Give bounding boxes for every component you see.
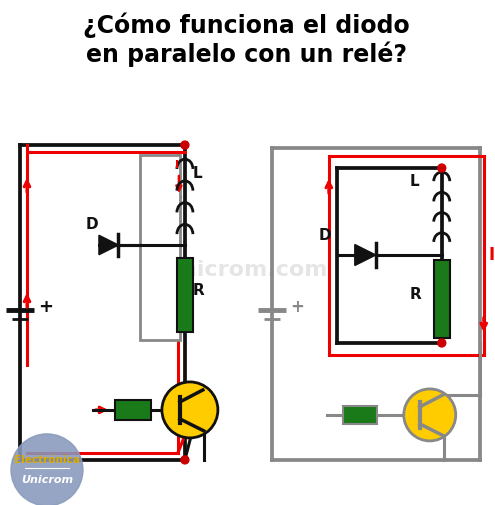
Text: I: I (489, 246, 495, 264)
Text: D: D (86, 217, 99, 232)
Text: unicrom.com: unicrom.com (166, 260, 328, 280)
Text: L: L (410, 174, 419, 189)
Bar (140, 155, 180, 340)
Bar (343, 406, 377, 424)
Circle shape (11, 434, 83, 505)
Bar (115, 400, 151, 420)
Polygon shape (99, 235, 118, 255)
Polygon shape (355, 244, 376, 266)
Circle shape (404, 389, 456, 441)
Circle shape (181, 456, 189, 464)
Text: ¿Cómo funciona el diodo
en paralelo con un relé?: ¿Cómo funciona el diodo en paralelo con … (84, 12, 410, 67)
Text: Electrónica: Electrónica (14, 455, 80, 465)
Bar (177, 258, 193, 332)
Text: R: R (193, 283, 204, 298)
Text: +: + (38, 298, 53, 316)
Bar (434, 260, 450, 338)
Text: +: + (290, 298, 304, 316)
Circle shape (438, 339, 446, 347)
Circle shape (181, 141, 189, 149)
Text: R: R (410, 287, 422, 302)
Circle shape (438, 164, 446, 172)
Circle shape (162, 382, 218, 438)
Text: I: I (175, 160, 179, 170)
Text: D: D (319, 228, 332, 243)
Text: Unicrom: Unicrom (21, 475, 73, 485)
Text: L: L (193, 166, 202, 181)
